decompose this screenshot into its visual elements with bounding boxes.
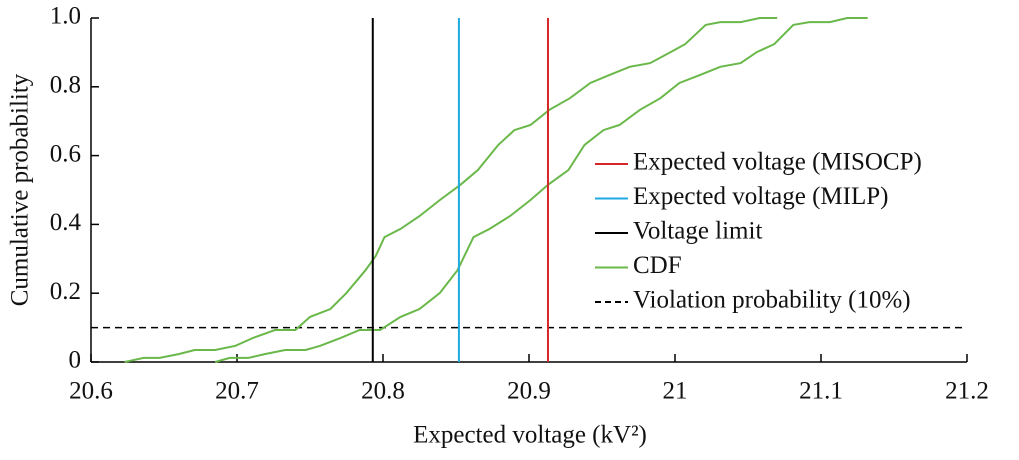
legend-background — [593, 217, 1003, 249]
y-axis-label: Cumulative probability — [7, 73, 34, 306]
legend-background — [593, 148, 1003, 180]
x-tick-label: 20.7 — [215, 378, 259, 405]
legend-label: Violation probability (10%) — [633, 287, 911, 314]
x-tick-label: 20.9 — [507, 378, 551, 405]
cdf-curve — [214, 17, 868, 363]
cdf-curve — [124, 17, 778, 363]
x-tick-label: 20.6 — [69, 378, 113, 405]
y-tick-label: 0.4 — [50, 209, 82, 236]
legend-background — [593, 182, 1003, 215]
y-tick-label: 1.0 — [50, 3, 81, 30]
legend-background — [593, 286, 1003, 318]
x-tick-label: 21.2 — [945, 378, 989, 405]
legend-label: Expected voltage (MISOCP) — [633, 149, 922, 176]
y-tick-label: 0.6 — [50, 140, 81, 167]
y-tick-label: 0.2 — [50, 278, 81, 305]
legend-label: Voltage limit — [633, 218, 762, 245]
legend-background — [593, 251, 1003, 284]
x-tick-label: 20.8 — [361, 378, 405, 405]
legend-label: Expected voltage (MILP) — [633, 183, 888, 210]
legend-label: CDF — [633, 252, 682, 279]
x-tick-label: 21.1 — [799, 378, 843, 405]
y-tick-label: 0 — [69, 347, 82, 374]
x-tick-label: 21 — [663, 378, 688, 405]
x-axis-label: Expected voltage (kV²) — [413, 422, 647, 449]
y-tick-label: 0.8 — [50, 72, 81, 99]
